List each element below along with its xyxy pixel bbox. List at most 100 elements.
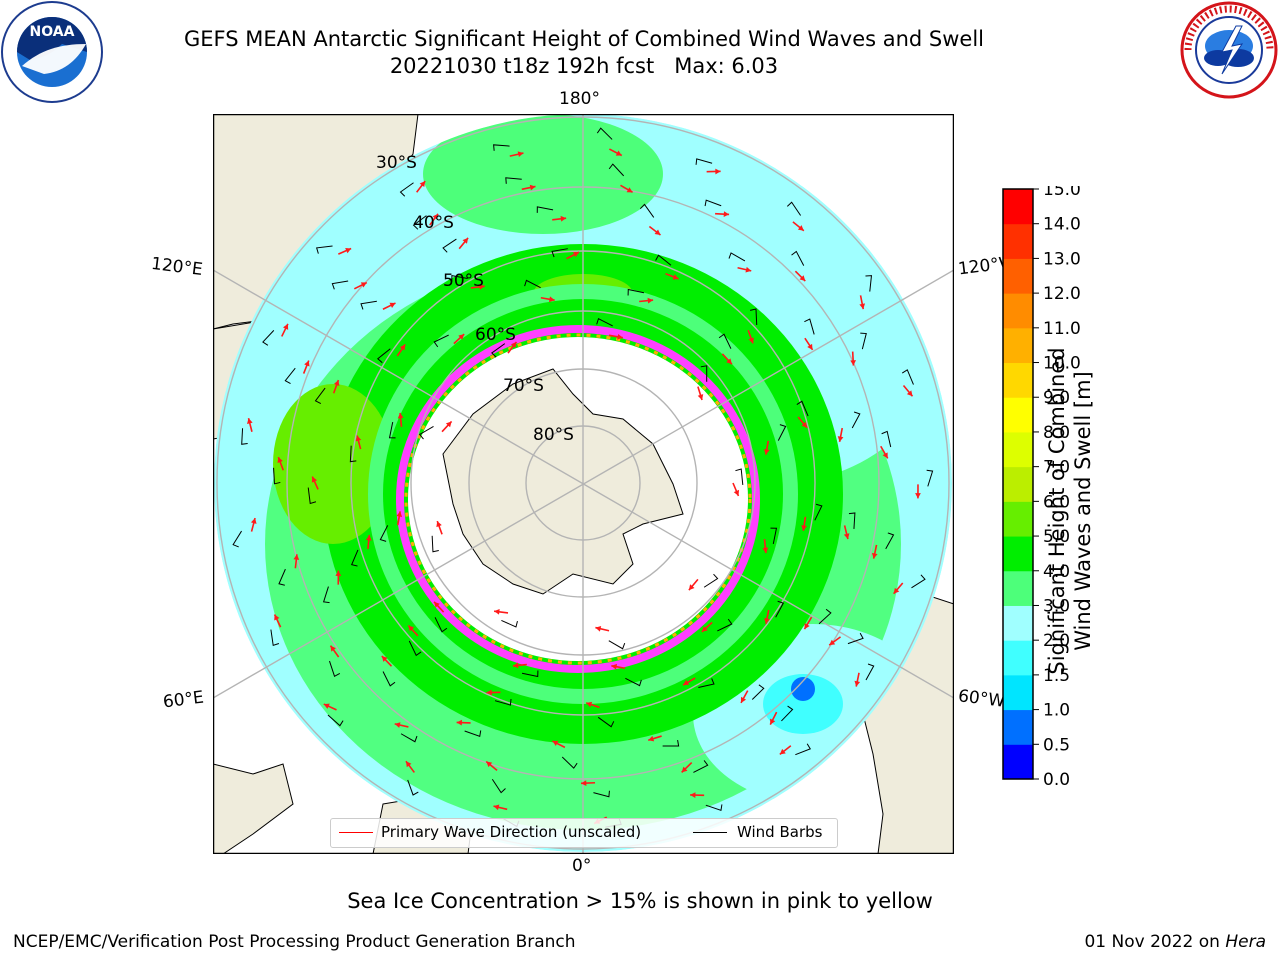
nws-logo-icon xyxy=(1180,1,1278,99)
colorbar-tick-label: 0.5 xyxy=(1043,735,1070,755)
wave-arrows xyxy=(247,148,921,825)
graticule xyxy=(213,114,954,854)
wind-barb xyxy=(505,177,522,184)
wave-arrow-head xyxy=(843,533,850,540)
legend-swatch-barbs xyxy=(693,832,727,833)
wind-barb xyxy=(639,203,655,218)
wave-arrow-head xyxy=(801,525,807,531)
wind-barb xyxy=(865,663,875,681)
wind-barb xyxy=(655,254,672,266)
wind-barb xyxy=(703,573,719,588)
wave-arrow-head xyxy=(723,211,730,218)
wind-barb xyxy=(501,619,518,628)
wind-barb xyxy=(400,733,418,743)
wave-arrow-head xyxy=(648,735,655,742)
wave-arrow-head xyxy=(799,275,806,282)
wave-arrow-head xyxy=(381,656,388,662)
footer-on-text: on xyxy=(1198,932,1220,952)
wave-arrow-head xyxy=(397,412,404,419)
wave-arrow-head xyxy=(764,618,770,624)
colorbar-svg: 0.0 0.5 1.0 1.5 2.0 3.0 4.0 5.0 6.0 7.0 8.0 9.0 10.0… xyxy=(1002,180,1081,790)
lat-label-50s: 50°S xyxy=(443,271,484,291)
wind-barb xyxy=(316,245,333,254)
wave-arrow-head xyxy=(573,252,580,258)
wave-arrow-head xyxy=(445,421,452,428)
wave-arrow-head xyxy=(311,476,318,483)
colorbar-cell xyxy=(1003,709,1033,745)
wind-barb xyxy=(705,804,723,812)
colorbar-cell xyxy=(1003,466,1033,502)
wind-barb xyxy=(551,248,568,258)
wave-arrow-head xyxy=(432,213,439,220)
wind-barb xyxy=(431,535,439,553)
legend-swatch-wave xyxy=(339,832,373,833)
wind-barb xyxy=(786,201,802,216)
wave-arrow-head xyxy=(586,701,593,708)
colorbar-cell xyxy=(1003,293,1033,329)
lat-label-70s: 70°S xyxy=(503,376,544,396)
colorbar-tick-label: 6.0 xyxy=(1043,492,1070,512)
noaa-logo: NOAA xyxy=(0,0,104,104)
wind-barb xyxy=(718,333,732,349)
colorbar-tick-label: 1.5 xyxy=(1043,666,1070,686)
colorbar-tick-label: 15.0 xyxy=(1043,186,1081,200)
wind-barb xyxy=(662,740,680,747)
wind-barb xyxy=(775,600,785,618)
wave-arrow-head xyxy=(486,689,492,696)
colorbar-tick-label: 5.0 xyxy=(1043,527,1070,547)
wind-barb xyxy=(804,318,815,335)
colorbar-tick-label: 0.0 xyxy=(1043,770,1070,786)
wave-arrow-head xyxy=(510,341,517,348)
colorbar-tick-label: 4.0 xyxy=(1043,562,1070,582)
wind-barb xyxy=(770,527,778,545)
wind-barb xyxy=(693,760,709,773)
wave-arrow-head xyxy=(330,645,336,652)
wave-arrow-head xyxy=(493,804,500,811)
wave-arrow-head xyxy=(458,334,465,340)
wind-barb xyxy=(524,279,541,289)
lat-label-40s: 40°S xyxy=(413,213,454,233)
wave-arrow-head xyxy=(741,696,747,703)
wind-barb xyxy=(434,617,448,633)
wave-arrow-head xyxy=(436,521,442,528)
wind-barb xyxy=(698,678,715,689)
wave-arrow-head xyxy=(529,184,536,191)
wind-barb xyxy=(407,779,419,796)
footer-credit: NCEP/EMC/Verification Post Processing Pr… xyxy=(13,932,576,952)
wave-arrow-head xyxy=(829,639,836,646)
map-legend: Primary Wave Direction (unscaled) Wind B… xyxy=(330,818,838,848)
wave-arrow-head xyxy=(801,421,808,428)
nws-logo xyxy=(1178,0,1280,100)
wind-barb xyxy=(331,280,349,290)
wind-barb xyxy=(597,716,615,728)
wind-barb xyxy=(608,163,625,177)
lon-label-60e: 60°E xyxy=(161,687,205,713)
sea-ice-inner xyxy=(404,333,752,665)
wave-arrow-head xyxy=(748,337,754,344)
wave-arrow-head xyxy=(906,390,913,397)
wind-barb xyxy=(781,705,794,722)
noaa-logo-icon: NOAA xyxy=(1,1,103,103)
wave-arrow-head xyxy=(850,360,857,366)
wind-barb xyxy=(270,629,280,647)
wave-arrow-head xyxy=(837,436,844,442)
wind-barb xyxy=(625,677,642,687)
wave-arrow-head xyxy=(726,358,732,365)
wave-arrow-head xyxy=(365,535,372,541)
wave-arrow-head xyxy=(389,302,396,308)
wave-arrow-head xyxy=(626,187,633,193)
wind-barb xyxy=(777,424,787,441)
wind-barb xyxy=(412,215,427,230)
wind-barb xyxy=(791,250,805,266)
wave-arrow-head xyxy=(399,344,406,351)
wave-arrow-head xyxy=(560,215,567,222)
colorbar-cell xyxy=(1003,189,1033,225)
colorbar-tick-label: 8.0 xyxy=(1043,423,1070,443)
wind-barb xyxy=(796,400,809,417)
wind-barb xyxy=(926,469,934,487)
map-border xyxy=(212,113,955,855)
wave-arrow-head xyxy=(360,282,367,288)
wind-barb xyxy=(491,343,506,358)
wind-barb xyxy=(232,530,242,548)
lon-label-120e: 120°E xyxy=(149,253,204,281)
